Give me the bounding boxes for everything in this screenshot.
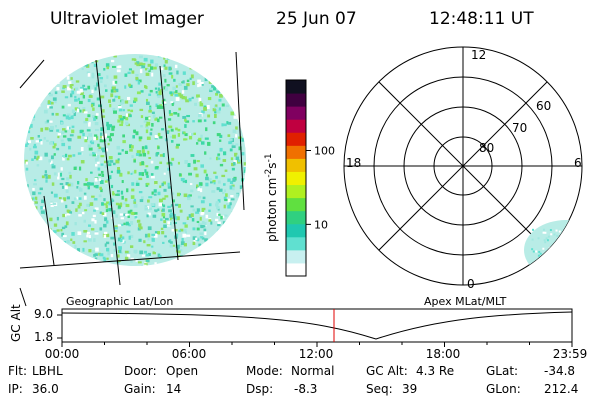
mlt-label-midnight: 0 — [467, 277, 475, 291]
colorbar-cell — [286, 158, 306, 172]
colorbar-cell — [286, 145, 306, 159]
timeline-axis-label: GC Alt — [9, 304, 23, 342]
colorbar-gradient — [286, 80, 306, 277]
colorbar-cell — [286, 106, 306, 120]
filter-label: Flt: — [8, 364, 27, 378]
geographic-image-panel — [19, 51, 246, 307]
colorbar-tick-label: 10 — [314, 218, 328, 231]
timeline-xtick-4: 23:59 — [553, 347, 588, 361]
gc-alt-label: GC Alt: — [366, 364, 408, 378]
geographic-panel-label: Geographic Lat/Lon — [66, 295, 173, 308]
colorbar-cell — [286, 184, 306, 199]
polar-diagonal-2 — [378, 81, 548, 251]
timeline-xtick-1: 06:00 — [172, 347, 207, 361]
mlt-label-noon: 12 — [471, 48, 486, 62]
geographic-grid-lines — [19, 51, 245, 307]
door-value: Open — [166, 364, 198, 378]
glon-label: GLon: — [486, 382, 521, 396]
colorbar-ticks: 100 10 — [306, 144, 335, 231]
gc-alt-value: 4.3 Re — [416, 364, 454, 378]
filter-value: LBHL — [32, 364, 63, 378]
gain-value: 14 — [166, 382, 181, 396]
ip-label: IP: — [8, 382, 23, 396]
observation-date: 25 Jun 07 — [276, 9, 357, 29]
timeline-xtick-0: 00:00 — [45, 347, 80, 361]
colorbar-cell — [286, 249, 306, 264]
glon-value: 212.4 — [544, 382, 578, 396]
polar-plot: 12 18 6 0 80 70 60 — [343, 46, 583, 291]
altitude-timeline: GC Alt 9.0 1.8 00:00 06:00 12:00 18:00 2… — [9, 304, 587, 361]
mode-value: Normal — [291, 364, 334, 378]
seq-label: Seq: — [366, 382, 393, 396]
colorbar-cell — [286, 80, 306, 94]
colorbar-unit-label: photon cm-2s-1 — [264, 153, 279, 242]
colorbar-cell — [286, 236, 306, 251]
info-panel: Flt: LBHL IP: 36.0 Door: Open Gain: 14 M… — [8, 364, 578, 396]
seq-value: 39 — [402, 382, 417, 396]
colorbar-cell — [286, 210, 306, 225]
mode-label: Mode: — [246, 364, 283, 378]
colorbar: 100 10 photon cm-2s-1 — [264, 79, 335, 277]
colorbar-tick-label: 100 — [314, 144, 335, 157]
timeline-xtick-2: 12:00 — [299, 347, 334, 361]
door-label: Door: — [124, 364, 157, 378]
mlat-label-80: 80 — [479, 141, 494, 155]
mlat-label-70: 70 — [512, 121, 527, 135]
timeline-ytick-top: 9.0 — [34, 307, 53, 321]
ip-value: 36.0 — [32, 382, 59, 396]
timeline-xticks — [61, 342, 573, 347]
observation-time: 12:48:11 UT — [429, 9, 534, 29]
colorbar-cell — [286, 223, 306, 238]
colorbar-cell — [286, 197, 306, 212]
colorbar-cell — [286, 171, 306, 186]
colorbar-cell — [286, 132, 306, 146]
gain-label: Gain: — [124, 382, 156, 396]
polar-emission-patch — [524, 220, 582, 280]
altitude-curve — [61, 311, 573, 340]
glat-value: -34.8 — [544, 364, 575, 378]
colorbar-cell — [286, 119, 306, 133]
instrument-title: Ultraviolet Imager — [50, 9, 204, 29]
dsp-value: -8.3 — [294, 382, 317, 396]
polar-panel-label: Apex MLat/MLT — [424, 295, 507, 308]
colorbar-cell — [286, 93, 306, 107]
colorbar-cell — [286, 262, 306, 277]
mlt-label-dawn: 6 — [574, 156, 582, 170]
glat-label: GLat: — [486, 364, 518, 378]
timeline-xtick-3: 18:00 — [426, 347, 461, 361]
mlat-label-60: 60 — [536, 99, 551, 113]
timeline-ytick-bottom: 1.8 — [34, 330, 53, 344]
dsp-label: Dsp: — [246, 382, 273, 396]
mlt-label-dusk: 18 — [346, 156, 361, 170]
